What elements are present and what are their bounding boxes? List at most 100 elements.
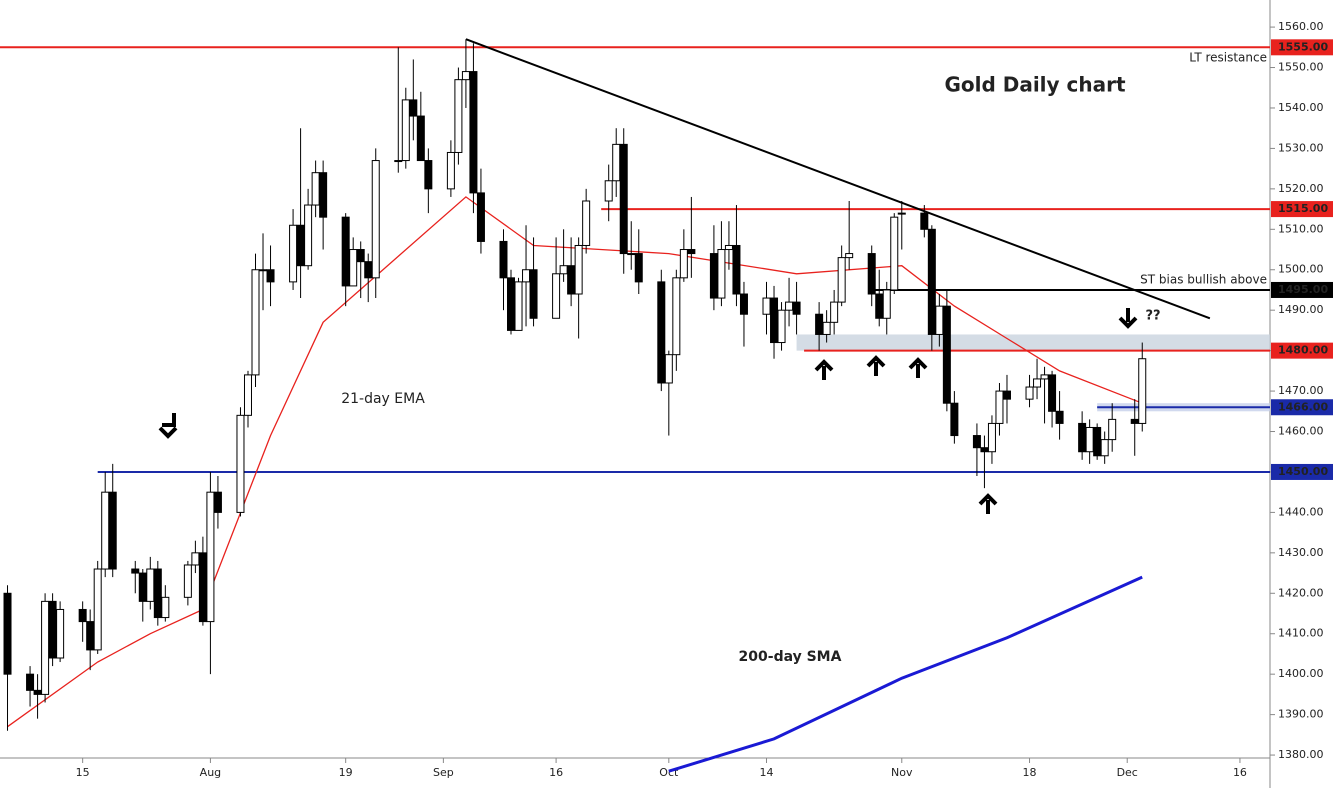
level-label-box	[1271, 399, 1333, 416]
candle-body	[33, 689, 42, 695]
x-tick-label: 16	[549, 766, 563, 779]
y-tick-label: 1390.00	[1278, 708, 1324, 721]
candle-body	[296, 224, 305, 267]
candle-body	[529, 269, 538, 319]
candle-body	[3, 592, 12, 675]
candle-body	[461, 71, 470, 81]
x-tick-label: 19	[339, 766, 353, 779]
candle-body	[56, 608, 65, 659]
candle-body	[183, 564, 192, 598]
x-tick-label: 16	[1233, 766, 1247, 779]
level-label: 1450.00	[1278, 465, 1328, 478]
candle-body	[815, 313, 824, 335]
candle-body	[356, 249, 365, 263]
candle-body	[236, 414, 245, 513]
candle-body	[514, 281, 523, 331]
candle-body	[672, 277, 681, 356]
candle-body	[213, 491, 222, 513]
candle-body	[897, 212, 906, 215]
x-tick-label: Sep	[433, 766, 454, 779]
x-tick-label: 14	[760, 766, 774, 779]
candle-body	[845, 253, 854, 259]
candle-body	[153, 568, 162, 619]
annotation: ??	[1145, 309, 1160, 324]
candle-body	[138, 572, 147, 602]
candle-body	[266, 269, 275, 283]
candle-body	[26, 673, 35, 691]
candle-body	[830, 301, 839, 323]
zone	[796, 334, 1270, 351]
candle-body	[634, 253, 643, 283]
level-label: 1495.00	[1278, 283, 1328, 296]
candle-body	[311, 172, 320, 206]
candle-body	[679, 249, 688, 279]
annotation: 21-day EMA	[341, 391, 425, 407]
candle-body	[687, 249, 696, 255]
y-tick-label: 1460.00	[1278, 425, 1324, 438]
candle-body	[777, 309, 786, 344]
candle-body	[341, 216, 350, 287]
y-tick-label: 1430.00	[1278, 546, 1324, 559]
candle-body	[867, 253, 876, 295]
y-tick-label: 1440.00	[1278, 505, 1324, 518]
candle-body	[582, 200, 591, 246]
arrow-up	[978, 493, 998, 514]
y-tick-label: 1420.00	[1278, 586, 1324, 599]
candle-body	[424, 160, 433, 190]
candle-body	[882, 289, 891, 319]
y-tick-label: 1470.00	[1278, 384, 1324, 397]
candle-body	[1040, 374, 1049, 380]
candle-body	[980, 447, 989, 453]
level-label-box	[1271, 39, 1333, 56]
arrows	[158, 308, 1138, 514]
candle-body	[972, 435, 981, 449]
candle-body	[762, 297, 771, 315]
level-label: 1555.00	[1278, 40, 1328, 53]
candle-body	[371, 160, 380, 279]
candle-body	[987, 422, 996, 453]
candle-body	[1048, 374, 1057, 412]
candle-body	[604, 180, 613, 202]
annotation: ST bias bullish above	[1140, 273, 1267, 287]
x-tick-label: Nov	[891, 766, 913, 779]
candle-body	[935, 305, 944, 335]
candle-body	[78, 608, 87, 623]
y-tick-label: 1540.00	[1278, 101, 1324, 114]
arrow-up	[866, 355, 886, 376]
candle-body	[41, 600, 50, 695]
candle-body	[559, 265, 568, 275]
x-tick-label: Dec	[1117, 766, 1138, 779]
y-tick-label: 1400.00	[1278, 667, 1324, 680]
level-label: 1515.00	[1278, 202, 1328, 215]
level-label-box	[1271, 281, 1333, 298]
candle-body	[1108, 418, 1117, 441]
candle-body	[499, 240, 508, 279]
candle-body	[724, 244, 733, 251]
y-tick-label: 1520.00	[1278, 182, 1324, 195]
candle-body	[108, 491, 117, 570]
candle-body	[822, 321, 831, 335]
candle-body	[792, 301, 801, 315]
y-tick-label: 1550.00	[1278, 61, 1324, 74]
candle-body	[890, 216, 899, 291]
candle-body	[364, 261, 373, 279]
annotation: LT resistance	[1189, 51, 1267, 65]
y-tick-label: 1510.00	[1278, 222, 1324, 235]
candle-body	[349, 249, 358, 287]
trendline	[465, 38, 1211, 320]
candle-body	[1100, 439, 1109, 457]
candle-body	[394, 160, 403, 163]
candle-body	[709, 253, 718, 299]
x-tick-label: 15	[76, 766, 90, 779]
candle-body	[469, 71, 478, 194]
candle-body	[612, 143, 621, 182]
candle-body	[446, 151, 455, 190]
candle-body	[1138, 358, 1147, 424]
candle-body	[770, 297, 779, 344]
candle-body	[476, 192, 485, 242]
candle-body	[875, 293, 884, 319]
arrow-up	[814, 359, 834, 380]
candle-body	[1055, 410, 1064, 424]
candle-body	[732, 244, 741, 295]
